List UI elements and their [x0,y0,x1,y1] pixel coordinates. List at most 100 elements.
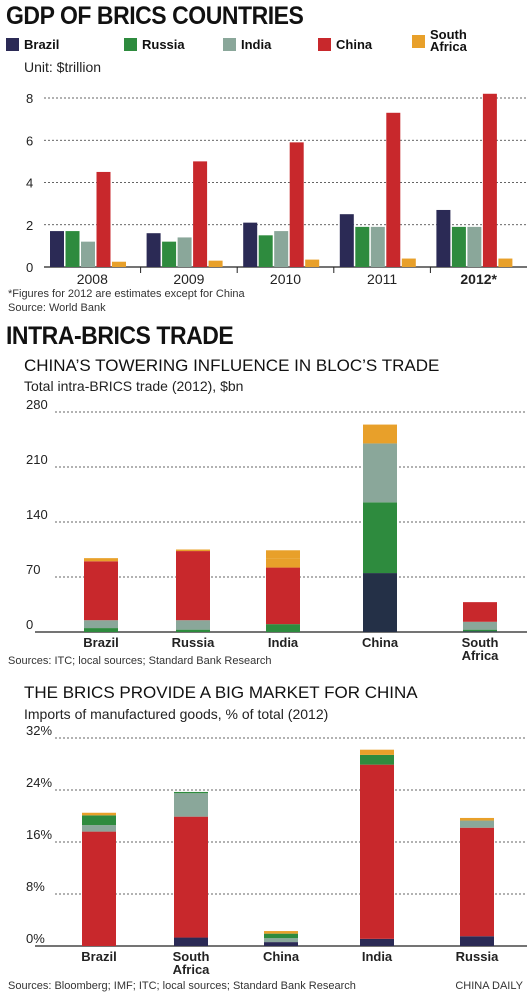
imports-bar-brazil-south-africa [82,812,116,816]
imports-y-tick-label: 24% [26,775,52,790]
legend-label-india: India [241,37,272,52]
legend-item-south-africa: South Africa [412,28,470,53]
imports-y-tick-label: 16% [26,827,52,842]
imports-x-label-south-africa-line2: Africa [173,962,211,977]
trade-y-tick-label: 140 [26,507,48,522]
gdp-bar-india-2008 [81,241,95,267]
imports-y-tick-label: 0% [26,931,45,946]
imports-bar-brazil-china [82,831,116,946]
trade-bar-brazil-south-africa [84,558,118,562]
gdp-y-tick-label: 2 [26,218,33,233]
imports-bar-russia-china [460,827,494,937]
legend-swatch-south-africa [412,34,425,48]
trade-y-tick-label: 0 [26,617,33,632]
trade-x-label-brazil: Brazil [83,635,118,650]
trade-bar-china-india [363,443,397,503]
trade-bar-russia-china [176,551,210,621]
legend-item-brazil: Brazil [6,37,59,52]
trade-bar-south-africa-brazil [463,631,497,632]
trade-bar-brazil-russia [84,628,118,632]
imports-bar-india-south-africa [360,749,394,755]
gdp-bar-china-2011 [386,112,401,267]
gdp-bar-india-2010 [274,231,289,267]
gdp-bar-india-2009 [177,237,192,267]
trade-source: Sources: ITC; local sources; Standard Ba… [8,655,272,667]
legend-item-russia: Russia [124,37,185,52]
trade-bar-india-russia [266,624,300,632]
imports-bar-brazil-india [82,825,116,832]
trade-bar-south-africa-russia [463,629,497,632]
gdp-bar-brazil-2009 [146,233,161,267]
gdp-bar-russia-2009 [162,241,177,267]
trade-bar-india-china [266,567,300,625]
imports-bar-china-south-africa [264,931,298,934]
trade-bar-russia-india [176,620,210,630]
gdp-bar-china-2012 [482,93,497,268]
gdp-y-tick-label: 4 [26,176,33,191]
trade-bar-south-africa-china [463,602,497,622]
imports-x-label-china: China [263,949,300,964]
trade-bar-russia-south-africa [176,549,210,552]
trade-x-label-south-africa-line2: Africa [462,648,500,663]
imports-chart-subtitle: Imports of manufactured goods, % of tota… [24,706,329,722]
trade-bar-india-other [266,550,300,559]
gdp-bar-south-africa-2010 [305,259,320,267]
imports-bar-india-brazil [360,938,394,946]
trade-y-tick-label: 70 [26,562,40,577]
imports-chart-title: THE BRICS PROVIDE A BIG MARKET FOR CHINA [24,683,418,702]
imports-bar-south-africa-china [174,816,208,938]
imports-bar-india-china [360,764,394,939]
imports-bar-china-brazil [264,942,298,946]
gdp-y-tick-label: 0 [26,260,33,275]
legend-label-russia: Russia [142,37,185,52]
gdp-bar-russia-2008 [65,231,80,267]
gdp-bar-brazil-2011 [339,214,354,267]
gdp-x-label-2009: 2009 [173,271,204,287]
imports-x-label-russia: Russia [456,949,499,964]
imports-y-tick-label: 8% [26,879,45,894]
trade-bar-russia-russia [176,629,210,632]
imports-bar-brazil-russia [82,815,116,826]
trade-x-label-india: India [268,635,299,650]
trade-bar-china-russia [363,502,397,574]
gdp-unit-label: Unit: $trillion [24,59,102,75]
gdp-y-tick-label: 8 [26,91,33,106]
trade-chart-title: CHINA’S TOWERING INFLUENCE IN BLOC’S TRA… [24,356,440,375]
gdp-bar-south-africa-2012 [498,258,513,267]
imports-x-label-india: India [362,949,393,964]
gdp-bar-india-2012 [467,226,482,267]
imports-bar-china-russia [264,933,298,939]
trade-bar-india-south-africa [266,558,300,568]
trade-chart-subtitle: Total intra-BRICS trade (2012), $bn [24,378,244,394]
gdp-bar-south-africa-2009 [208,260,223,267]
gdp-bar-brazil-2008 [50,231,64,267]
credit-label: CHINA DAILY [455,980,523,992]
legend-swatch-india [223,38,236,51]
legend-swatch-brazil [6,38,19,51]
gdp-source: Source: World Bank [8,302,106,314]
trade-bar-china-brazil [363,573,397,632]
gdp-bar-china-2010 [289,142,304,267]
gdp-bar-south-africa-2008 [112,261,126,267]
gdp-bar-brazil-2010 [243,222,258,267]
trade-y-tick-label: 280 [26,397,48,412]
imports-x-label-south-africa-line1: South [173,949,210,964]
gdp-bar-china-2008 [96,171,111,267]
gdp-x-label-2011: 2011 [367,271,397,287]
imports-bar-india-russia [360,754,394,765]
imports-bar-china-india [264,938,298,943]
imports-bar-russia-south-africa [460,817,494,821]
legend-item-india: India [223,37,271,52]
trade-x-label-russia: Russia [172,635,215,650]
gdp-bar-china-2009 [193,161,208,267]
gdp-chart-title: GDP OF BRICS COUNTRIES [6,2,304,30]
gdp-x-label-2008: 2008 [77,271,108,287]
legend-item-china: China [318,37,372,52]
gdp-bar-russia-2012 [451,226,466,267]
gdp-bar-brazil-2012 [436,209,451,267]
imports-bar-south-africa-brazil [174,937,208,946]
gdp-bar-india-2011 [370,226,385,267]
